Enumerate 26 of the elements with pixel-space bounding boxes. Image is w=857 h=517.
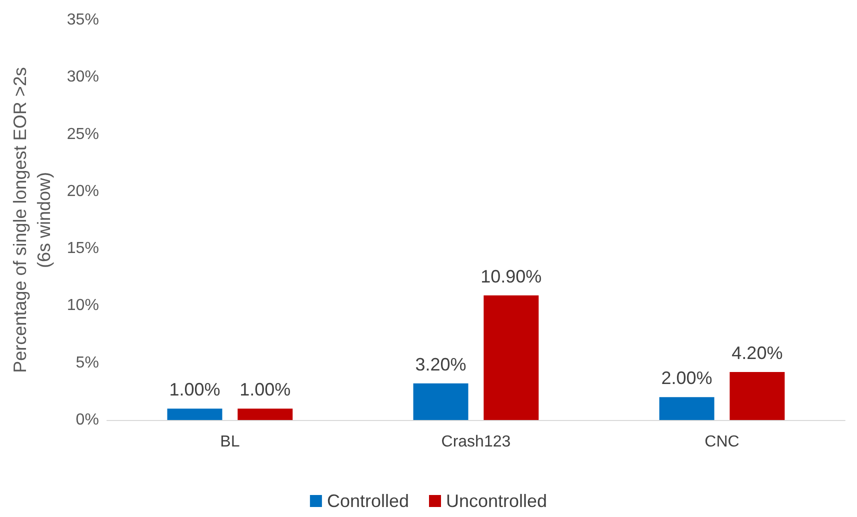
- data-label: 1.00%: [240, 380, 291, 400]
- x-tick-label: CNC: [704, 434, 740, 450]
- y-tick-label: 0%: [76, 412, 99, 428]
- bar: [659, 397, 714, 420]
- bar: [167, 408, 222, 420]
- y-axis-title: Percentage of single longest EOR >2s (6s window): [10, 67, 54, 373]
- y-tick-label: 15%: [66, 240, 99, 258]
- x-tick-label: BL: [220, 434, 240, 450]
- legend-label: Controlled: [326, 491, 409, 511]
- bar: [484, 295, 539, 420]
- data-label: 4.20%: [732, 343, 783, 363]
- bar: [413, 383, 468, 420]
- x-tick-label: Crash123: [441, 434, 511, 450]
- y-tick-label: 25%: [66, 126, 99, 143]
- bar: [730, 372, 785, 420]
- y-tick-label: 35%: [66, 12, 99, 28]
- legend-label: Uncontrolled: [446, 491, 548, 511]
- data-label: 2.00%: [661, 368, 712, 388]
- data-label: 10.90%: [480, 266, 542, 286]
- y-tick-label: 20%: [66, 182, 99, 200]
- data-label: 3.20%: [415, 354, 466, 374]
- y-tick-label: 5%: [76, 354, 99, 372]
- y-tick-label: 10%: [66, 297, 99, 314]
- y-tick-label: 30%: [66, 68, 99, 86]
- data-label: 1.00%: [169, 380, 220, 400]
- bar: [238, 408, 293, 420]
